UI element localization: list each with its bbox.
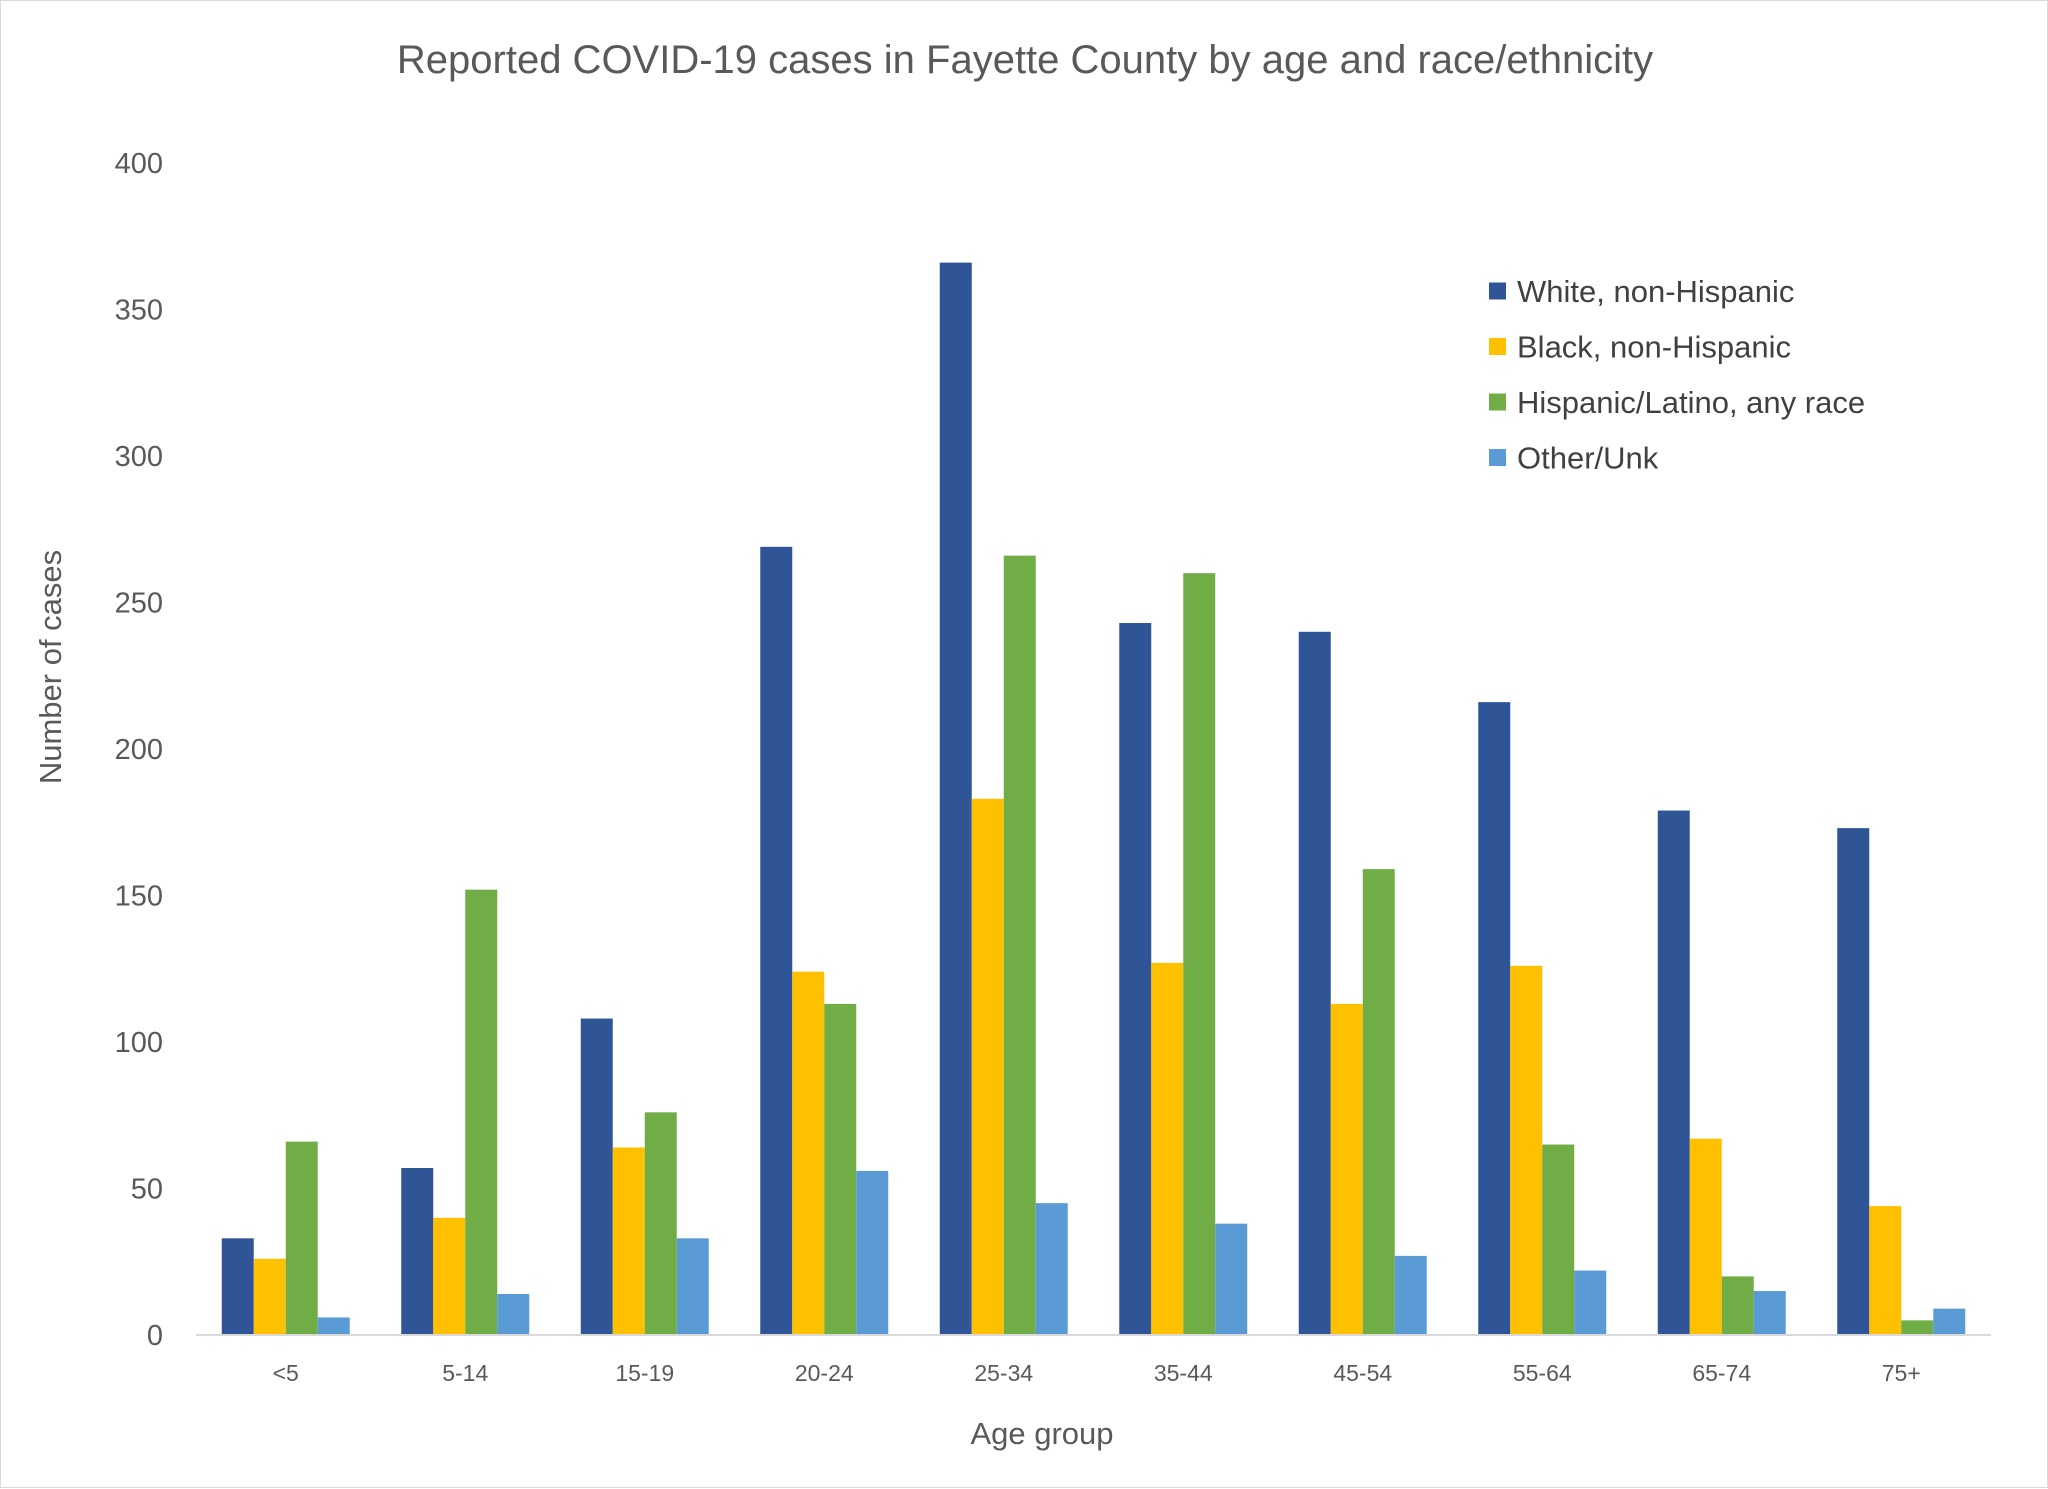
y-tick-label: 50 bbox=[131, 1174, 163, 1206]
bar bbox=[824, 1003, 857, 1335]
x-tick-label: 55-64 bbox=[1513, 1360, 1572, 1386]
bar bbox=[1362, 869, 1395, 1335]
chart-title: Reported COVID-19 cases in Fayette Count… bbox=[397, 38, 1653, 82]
bar bbox=[1003, 555, 1036, 1335]
bar bbox=[1657, 810, 1690, 1335]
bar bbox=[1542, 1144, 1575, 1335]
legend: White, non-Hispanic Black, non-Hispanic Hi… bbox=[1489, 274, 1865, 476]
bar bbox=[1837, 828, 1870, 1335]
y-tick-label: 150 bbox=[115, 881, 163, 913]
bar bbox=[497, 1293, 530, 1335]
bar bbox=[401, 1167, 434, 1335]
y-axis-title: Number of cases bbox=[33, 550, 68, 784]
x-tick-label: 65-74 bbox=[1692, 1360, 1751, 1386]
x-tick-label: <5 bbox=[273, 1360, 299, 1386]
legend-swatch bbox=[1489, 282, 1506, 300]
bar bbox=[1510, 965, 1543, 1335]
bar bbox=[676, 1238, 709, 1335]
bar bbox=[285, 1141, 318, 1335]
bar bbox=[1183, 573, 1216, 1335]
legend-label: Hispanic/Latino, any race bbox=[1517, 385, 1865, 420]
x-axis-ticks: <5 5-14 15-19 20-24 25-34 35-44 45-54 55-64 65-7… bbox=[273, 1360, 1921, 1386]
legend-label: Other/Unk bbox=[1517, 441, 1659, 476]
legend-label: White, non-Hispanic bbox=[1517, 274, 1794, 309]
bar-series bbox=[221, 262, 1966, 1335]
bar bbox=[792, 971, 825, 1335]
bar bbox=[1721, 1276, 1754, 1335]
bar bbox=[1478, 702, 1511, 1335]
bar bbox=[1574, 1270, 1607, 1335]
bar bbox=[221, 1238, 254, 1335]
x-tick-label: 45-54 bbox=[1333, 1360, 1392, 1386]
bar bbox=[1689, 1138, 1722, 1335]
bar bbox=[433, 1217, 466, 1335]
bar bbox=[1215, 1223, 1248, 1335]
bar bbox=[1901, 1320, 1934, 1335]
y-tick-label: 100 bbox=[115, 1027, 163, 1059]
y-tick-label: 200 bbox=[115, 734, 163, 766]
legend-swatch bbox=[1489, 338, 1506, 355]
x-tick-label: 20-24 bbox=[795, 1360, 854, 1386]
x-tick-label: 15-19 bbox=[615, 1360, 674, 1386]
y-tick-label: 250 bbox=[115, 588, 163, 620]
legend-swatch bbox=[1489, 449, 1506, 466]
bar bbox=[1119, 623, 1152, 1335]
x-tick-label: 25-34 bbox=[974, 1360, 1033, 1386]
bar bbox=[317, 1317, 350, 1335]
x-axis-title: Age group bbox=[970, 1416, 1113, 1451]
bar bbox=[1753, 1291, 1786, 1335]
y-tick-label: 300 bbox=[115, 441, 163, 473]
x-tick-label: 35-44 bbox=[1154, 1360, 1213, 1386]
bar bbox=[253, 1258, 286, 1335]
y-tick-label: 350 bbox=[115, 295, 163, 327]
bar bbox=[939, 262, 972, 1335]
bar bbox=[1394, 1255, 1427, 1335]
bar bbox=[760, 546, 793, 1335]
x-tick-label: 5-14 bbox=[442, 1360, 488, 1386]
legend-label: Black, non-Hispanic bbox=[1517, 330, 1791, 365]
bar bbox=[580, 1018, 613, 1335]
bar bbox=[612, 1147, 645, 1335]
bar bbox=[1035, 1203, 1068, 1335]
y-axis-ticks: 0 50 100 150 200 250 300 350 400 bbox=[115, 148, 163, 1352]
bar bbox=[1151, 962, 1184, 1335]
bar bbox=[644, 1112, 677, 1335]
bar bbox=[971, 798, 1004, 1335]
bar bbox=[856, 1170, 889, 1335]
bar bbox=[1330, 1003, 1363, 1335]
y-tick-label: 400 bbox=[115, 148, 163, 180]
bar bbox=[465, 889, 498, 1335]
bar bbox=[1933, 1308, 1966, 1335]
y-tick-label: 0 bbox=[147, 1320, 163, 1352]
legend-swatch bbox=[1489, 393, 1506, 411]
bar bbox=[1298, 631, 1331, 1335]
x-tick-label: 75+ bbox=[1882, 1360, 1921, 1386]
bar bbox=[1869, 1206, 1902, 1335]
